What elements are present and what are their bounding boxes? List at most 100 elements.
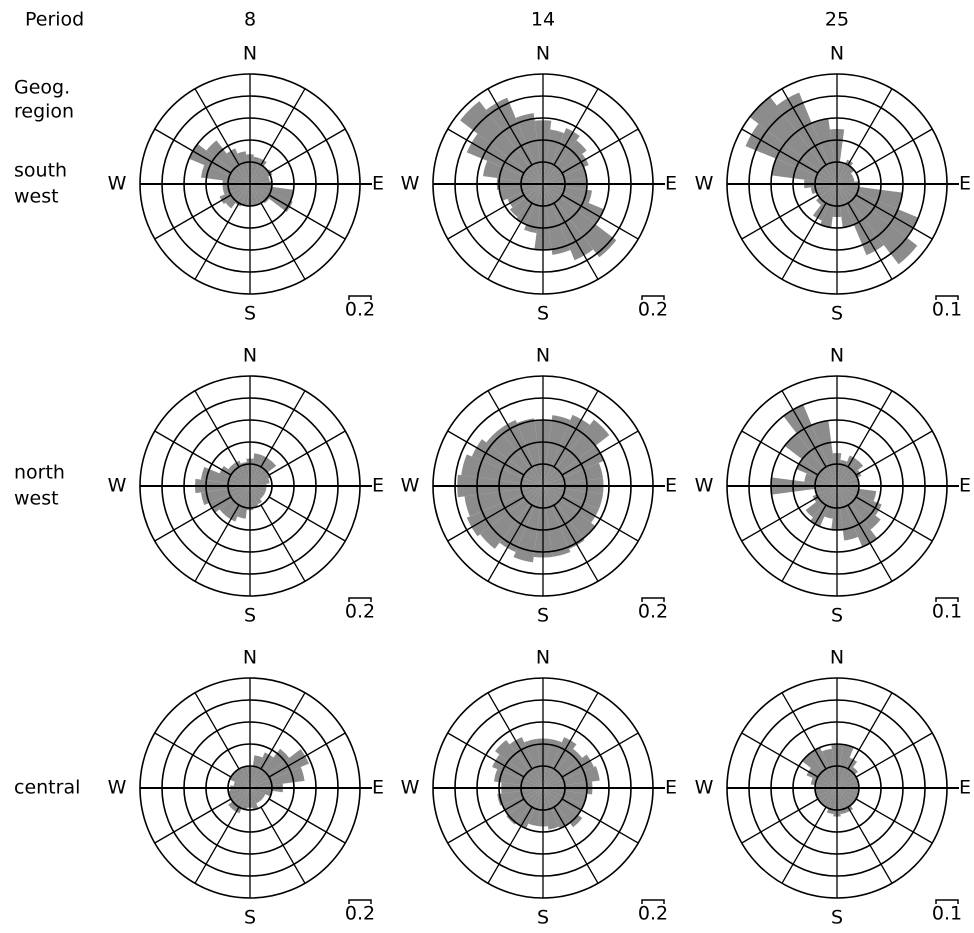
ring <box>814 161 860 207</box>
scale-label: 0.2 <box>345 601 375 623</box>
region-header: region <box>14 101 74 123</box>
rose-bar <box>826 788 837 815</box>
rose-bar <box>228 788 250 810</box>
scale-label: 0.2 <box>638 601 668 623</box>
rose-bar <box>815 788 837 797</box>
rose-bar <box>486 429 543 486</box>
rose-bar <box>250 788 272 797</box>
ring <box>498 743 588 833</box>
compass-label: W <box>695 173 714 195</box>
ring <box>498 441 588 531</box>
scale-bar <box>348 597 372 602</box>
rose-bar <box>499 184 543 201</box>
rose-bar <box>250 486 264 500</box>
ring <box>726 73 948 295</box>
rose-bar <box>543 153 589 184</box>
rose-bar <box>816 788 837 802</box>
rose-bar <box>250 748 290 788</box>
compass-label: S <box>831 605 843 627</box>
compass-label: W <box>401 777 420 799</box>
rose-bar <box>810 747 837 788</box>
region-label: south <box>14 160 67 182</box>
rose-bar <box>509 737 543 788</box>
rose-bar <box>837 788 848 815</box>
rose-bar <box>543 486 585 550</box>
compass-label: S <box>537 605 549 627</box>
rose-bar <box>543 788 587 805</box>
rose-bar <box>837 774 858 788</box>
ring <box>814 765 860 811</box>
compass-label: S <box>831 303 843 325</box>
rose-bar <box>250 788 261 804</box>
compass-label: N <box>536 43 550 65</box>
scale-bar <box>935 899 959 904</box>
ring <box>227 765 273 811</box>
ring <box>454 699 632 877</box>
rose-bar <box>820 184 837 228</box>
rose-bar <box>543 737 577 788</box>
rose-bar <box>837 486 877 502</box>
rose-bar <box>250 486 267 493</box>
ring <box>183 117 317 251</box>
compass-label: W <box>695 777 714 799</box>
rose-bar <box>233 460 250 486</box>
rose-bar <box>543 486 599 523</box>
compass-label: S <box>537 907 549 929</box>
rose-bar <box>816 184 837 198</box>
rose-bar <box>250 184 270 204</box>
rose-bar <box>516 788 543 829</box>
rose-bar <box>776 92 837 184</box>
rose-bar <box>810 486 837 527</box>
rose-bar <box>237 486 250 519</box>
scale-bar <box>935 295 959 300</box>
period-label: 25 <box>825 9 849 31</box>
ring <box>792 441 882 531</box>
rose-bar <box>837 166 855 184</box>
scale-bar <box>641 295 665 300</box>
rose-bar <box>837 173 854 184</box>
rose-bar <box>543 419 610 486</box>
rose-bar <box>250 455 271 486</box>
period-header: Period <box>25 9 84 31</box>
scale-label: 0.1 <box>932 903 962 925</box>
ring <box>770 419 904 553</box>
ring <box>726 375 948 597</box>
rose-bar <box>543 184 571 255</box>
region-label: west <box>14 488 59 510</box>
rose-bar <box>837 455 858 486</box>
rose-bar <box>543 140 587 184</box>
rose-bar <box>543 486 596 539</box>
ring <box>432 677 654 899</box>
rose-bar <box>543 184 617 258</box>
rose-bar <box>232 770 250 788</box>
rose-bar <box>543 788 583 828</box>
rose-bar <box>219 184 250 205</box>
rose-bar <box>250 459 277 486</box>
rose-bar <box>771 158 837 184</box>
rose-bar <box>229 788 250 802</box>
ring <box>139 375 361 597</box>
rose-bar <box>189 143 250 184</box>
rose-bar <box>837 184 918 265</box>
scale-label: 0.2 <box>638 903 668 925</box>
compass-label: N <box>830 647 844 669</box>
ring <box>227 161 273 207</box>
rose-bar <box>543 184 594 261</box>
rose-bar <box>466 133 543 184</box>
rose-bar <box>200 467 250 486</box>
scale-label: 0.2 <box>345 903 375 925</box>
ring <box>792 743 882 833</box>
rose-bar <box>837 177 855 184</box>
ring <box>814 463 860 509</box>
ring <box>183 721 317 855</box>
rose-bar <box>233 781 250 788</box>
ring <box>161 699 339 877</box>
compass-label: W <box>108 173 127 195</box>
rose-bar <box>543 766 600 788</box>
rose-bar <box>796 459 837 486</box>
compass-label: N <box>830 43 844 65</box>
rose-bar <box>543 788 570 829</box>
rose-bar <box>543 415 571 486</box>
ring <box>770 117 904 251</box>
ring <box>205 743 295 833</box>
